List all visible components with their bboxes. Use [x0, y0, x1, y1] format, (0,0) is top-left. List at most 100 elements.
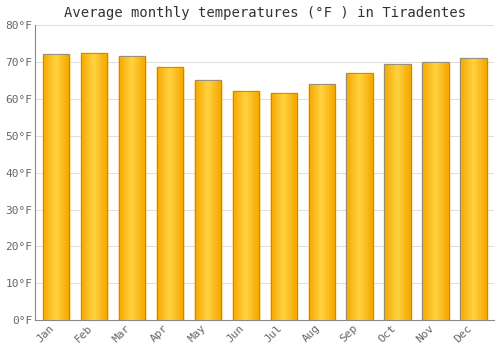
- Bar: [234, 91, 236, 320]
- Bar: [477, 58, 478, 320]
- Bar: [484, 58, 485, 320]
- Bar: [392, 64, 393, 320]
- Bar: [97, 52, 98, 320]
- Bar: [410, 64, 411, 320]
- Bar: [164, 67, 166, 320]
- Bar: [247, 91, 248, 320]
- Bar: [290, 93, 291, 320]
- Bar: [258, 91, 259, 320]
- Bar: [386, 64, 387, 320]
- Bar: [81, 52, 82, 320]
- Bar: [361, 73, 362, 320]
- Bar: [404, 64, 405, 320]
- Bar: [99, 52, 100, 320]
- Bar: [120, 56, 121, 320]
- Bar: [281, 93, 282, 320]
- Bar: [426, 62, 427, 320]
- Bar: [288, 93, 289, 320]
- Bar: [122, 56, 123, 320]
- Bar: [178, 67, 180, 320]
- Bar: [232, 91, 234, 320]
- Bar: [436, 62, 437, 320]
- Bar: [276, 93, 277, 320]
- Bar: [464, 58, 465, 320]
- Bar: [272, 93, 273, 320]
- Bar: [460, 58, 487, 320]
- Bar: [88, 52, 89, 320]
- Bar: [119, 56, 120, 320]
- Bar: [327, 84, 328, 320]
- Bar: [443, 62, 444, 320]
- Bar: [475, 58, 476, 320]
- Bar: [102, 52, 103, 320]
- Bar: [402, 64, 403, 320]
- Bar: [131, 56, 132, 320]
- Bar: [295, 93, 296, 320]
- Bar: [136, 56, 138, 320]
- Bar: [371, 73, 372, 320]
- Bar: [474, 58, 475, 320]
- Bar: [94, 52, 95, 320]
- Bar: [325, 84, 326, 320]
- Bar: [352, 73, 353, 320]
- Bar: [277, 93, 278, 320]
- Bar: [385, 64, 386, 320]
- Bar: [81, 52, 108, 320]
- Bar: [194, 80, 196, 320]
- Bar: [370, 73, 371, 320]
- Bar: [346, 73, 373, 320]
- Bar: [282, 93, 283, 320]
- Bar: [126, 56, 127, 320]
- Bar: [212, 80, 214, 320]
- Bar: [439, 62, 440, 320]
- Bar: [440, 62, 441, 320]
- Bar: [430, 62, 431, 320]
- Bar: [208, 80, 210, 320]
- Bar: [368, 73, 369, 320]
- Bar: [206, 80, 208, 320]
- Bar: [254, 91, 255, 320]
- Bar: [364, 73, 365, 320]
- Bar: [427, 62, 428, 320]
- Bar: [422, 62, 449, 320]
- Bar: [316, 84, 317, 320]
- Bar: [250, 91, 251, 320]
- Bar: [322, 84, 323, 320]
- Bar: [466, 58, 467, 320]
- Bar: [330, 84, 331, 320]
- Bar: [425, 62, 426, 320]
- Bar: [166, 67, 168, 320]
- Bar: [134, 56, 136, 320]
- Bar: [44, 55, 45, 320]
- Bar: [311, 84, 312, 320]
- Bar: [293, 93, 294, 320]
- Bar: [214, 80, 216, 320]
- Bar: [476, 58, 477, 320]
- Bar: [62, 55, 63, 320]
- Bar: [198, 80, 200, 320]
- Bar: [105, 52, 106, 320]
- Bar: [194, 80, 222, 320]
- Bar: [286, 93, 287, 320]
- Bar: [434, 62, 435, 320]
- Bar: [210, 80, 212, 320]
- Bar: [101, 52, 102, 320]
- Bar: [444, 62, 445, 320]
- Bar: [90, 52, 91, 320]
- Bar: [284, 93, 285, 320]
- Bar: [422, 62, 423, 320]
- Bar: [55, 55, 56, 320]
- Bar: [129, 56, 130, 320]
- Bar: [63, 55, 64, 320]
- Bar: [319, 84, 320, 320]
- Bar: [473, 58, 474, 320]
- Bar: [270, 93, 297, 320]
- Bar: [320, 84, 321, 320]
- Bar: [257, 91, 258, 320]
- Bar: [51, 55, 52, 320]
- Bar: [362, 73, 363, 320]
- Bar: [202, 80, 203, 320]
- Bar: [486, 58, 487, 320]
- Bar: [399, 64, 400, 320]
- Bar: [356, 73, 357, 320]
